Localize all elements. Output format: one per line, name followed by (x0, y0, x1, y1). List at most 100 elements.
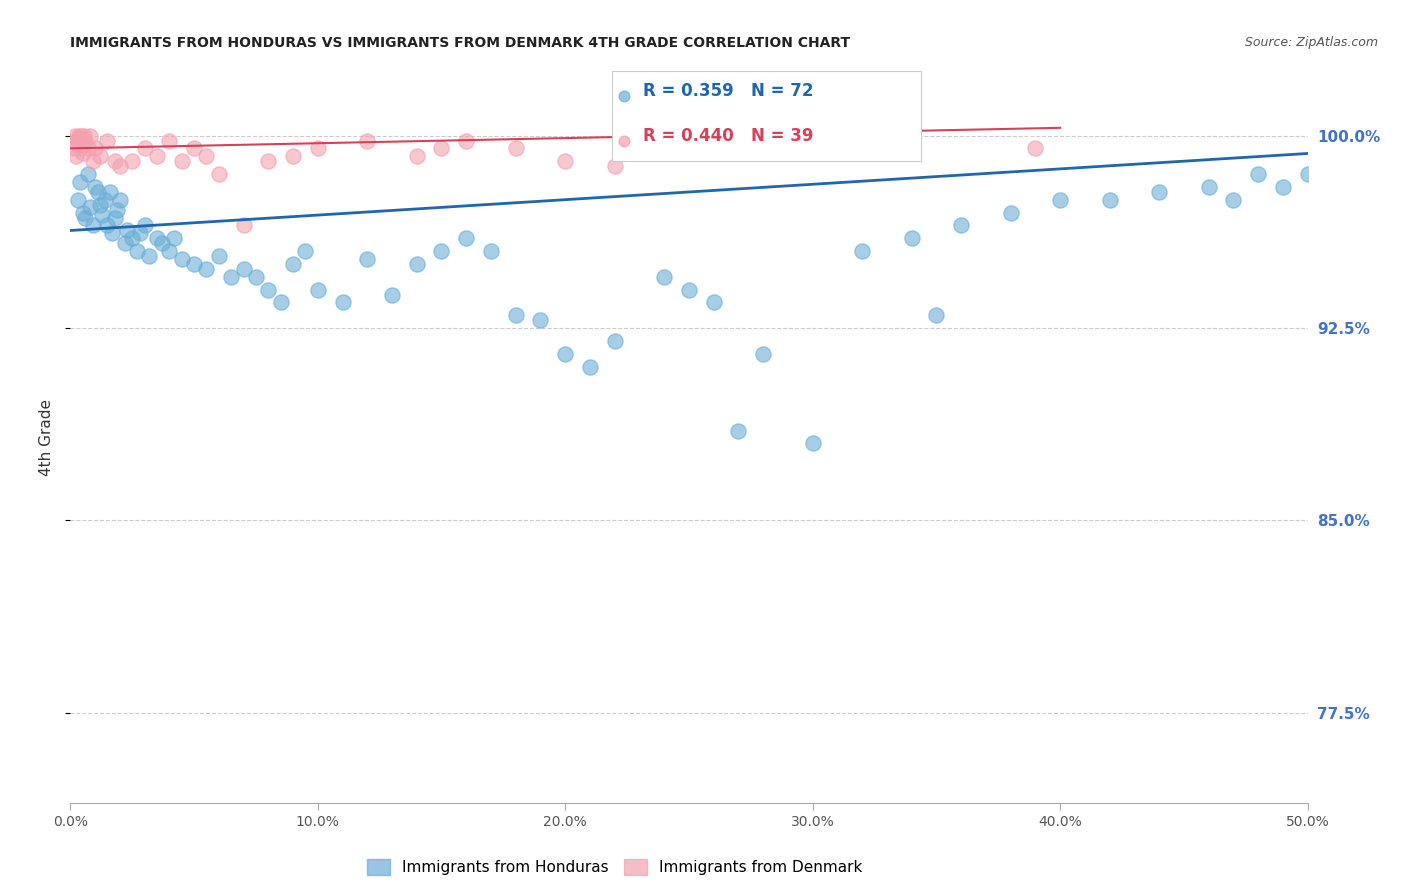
Immigrants from Honduras (245, 269, 267, 284)
Point (613, 134, 636, 148)
Immigrants from Honduras (84, 179, 107, 194)
Text: R = 0.440   N = 39: R = 0.440 N = 39 (643, 127, 813, 145)
Immigrants from Honduras (150, 236, 173, 251)
Immigrants from Honduras (479, 244, 502, 258)
Immigrants from Honduras (950, 219, 973, 233)
Immigrants from Denmark (79, 128, 101, 143)
Immigrants from Honduras (430, 244, 453, 258)
Legend: Immigrants from Honduras, Immigrants from Denmark: Immigrants from Honduras, Immigrants fro… (360, 852, 870, 883)
Immigrants from Denmark (76, 141, 98, 155)
Immigrants from Denmark (405, 149, 427, 163)
Text: Source: ZipAtlas.com: Source: ZipAtlas.com (1244, 36, 1378, 49)
Immigrants from Honduras (900, 231, 922, 245)
Immigrants from Denmark (183, 141, 205, 155)
Immigrants from Honduras (79, 200, 101, 214)
Immigrants from Honduras (332, 295, 354, 310)
Immigrants from Honduras (121, 231, 143, 245)
Immigrants from Honduras (801, 436, 824, 450)
Immigrants from Denmark (456, 134, 478, 148)
Text: R = 0.359   N = 72: R = 0.359 N = 72 (643, 82, 813, 100)
Immigrants from Denmark (63, 141, 86, 155)
Immigrants from Honduras (1247, 167, 1270, 181)
Immigrants from Honduras (82, 219, 104, 233)
Immigrants from Honduras (381, 287, 404, 301)
Immigrants from Honduras (505, 308, 527, 322)
Immigrants from Honduras (1147, 185, 1170, 199)
Immigrants from Denmark (84, 141, 107, 155)
Immigrants from Honduras (703, 295, 725, 310)
Text: IMMIGRANTS FROM HONDURAS VS IMMIGRANTS FROM DENMARK 4TH GRADE CORRELATION CHART: IMMIGRANTS FROM HONDURAS VS IMMIGRANTS F… (70, 36, 851, 50)
Immigrants from Honduras (98, 185, 121, 199)
Immigrants from Honduras (1296, 167, 1319, 181)
Immigrants from Denmark (603, 159, 626, 173)
Immigrants from Honduras (105, 202, 128, 217)
Immigrants from Honduras (138, 249, 160, 263)
Immigrants from Honduras (115, 223, 138, 237)
Immigrants from Denmark (96, 134, 118, 148)
Immigrants from Honduras (752, 346, 775, 360)
Immigrants from Honduras (219, 269, 242, 284)
Immigrants from Honduras (157, 244, 180, 258)
Immigrants from Honduras (925, 308, 948, 322)
Immigrants from Denmark (307, 141, 329, 155)
Immigrants from Honduras (127, 244, 149, 258)
Immigrants from Denmark (1024, 141, 1046, 155)
Immigrants from Honduras (69, 175, 91, 189)
Immigrants from Denmark (66, 134, 89, 148)
Immigrants from Honduras (91, 208, 114, 222)
Immigrants from Honduras (94, 193, 117, 207)
Immigrants from Honduras (101, 226, 124, 240)
Immigrants from Honduras (76, 167, 98, 181)
Immigrants from Honduras (1198, 179, 1220, 194)
Immigrants from Honduras (66, 193, 89, 207)
Immigrants from Denmark (67, 128, 90, 143)
Immigrants from Denmark (89, 149, 111, 163)
Immigrants from Honduras (183, 257, 205, 271)
Immigrants from Honduras (146, 231, 169, 245)
Immigrants from Honduras (1000, 205, 1022, 219)
Immigrants from Denmark (134, 141, 156, 155)
Immigrants from Denmark (356, 134, 378, 148)
Point (613, 89, 636, 103)
Immigrants from Honduras (652, 269, 675, 284)
Immigrants from Denmark (73, 128, 96, 143)
Immigrants from Honduras (170, 252, 193, 266)
Immigrants from Denmark (170, 154, 193, 169)
Immigrants from Honduras (108, 193, 131, 207)
Immigrants from Denmark (257, 154, 280, 169)
Immigrants from Honduras (128, 226, 150, 240)
Immigrants from Honduras (281, 257, 304, 271)
Immigrants from Honduras (134, 219, 156, 233)
Immigrants from Denmark (82, 154, 104, 169)
Immigrants from Honduras (294, 244, 316, 258)
Immigrants from Honduras (89, 198, 111, 212)
Immigrants from Honduras (72, 205, 94, 219)
Immigrants from Denmark (65, 149, 87, 163)
Immigrants from Honduras (307, 283, 329, 297)
Immigrants from Honduras (257, 283, 280, 297)
Immigrants from Honduras (405, 257, 427, 271)
Immigrants from Honduras (1049, 193, 1071, 207)
Immigrants from Denmark (157, 134, 180, 148)
Immigrants from Denmark (195, 149, 218, 163)
Immigrants from Honduras (104, 211, 127, 225)
Immigrants from Denmark (232, 219, 254, 233)
Immigrants from Denmark (505, 141, 527, 155)
Immigrants from Honduras (208, 249, 231, 263)
Immigrants from Denmark (208, 167, 231, 181)
Immigrants from Honduras (1222, 193, 1244, 207)
Immigrants from Honduras (232, 262, 254, 277)
Immigrants from Denmark (104, 154, 127, 169)
Immigrants from Denmark (281, 149, 304, 163)
Immigrants from Denmark (75, 134, 97, 148)
Immigrants from Honduras (851, 244, 873, 258)
Immigrants from Honduras (603, 334, 626, 348)
Immigrants from Denmark (69, 141, 91, 155)
Immigrants from Honduras (270, 295, 292, 310)
Immigrants from Honduras (1271, 179, 1294, 194)
Immigrants from Honduras (75, 211, 97, 225)
Immigrants from Honduras (163, 231, 186, 245)
Immigrants from Honduras (456, 231, 478, 245)
Immigrants from Honduras (195, 262, 218, 277)
Immigrants from Denmark (108, 159, 131, 173)
